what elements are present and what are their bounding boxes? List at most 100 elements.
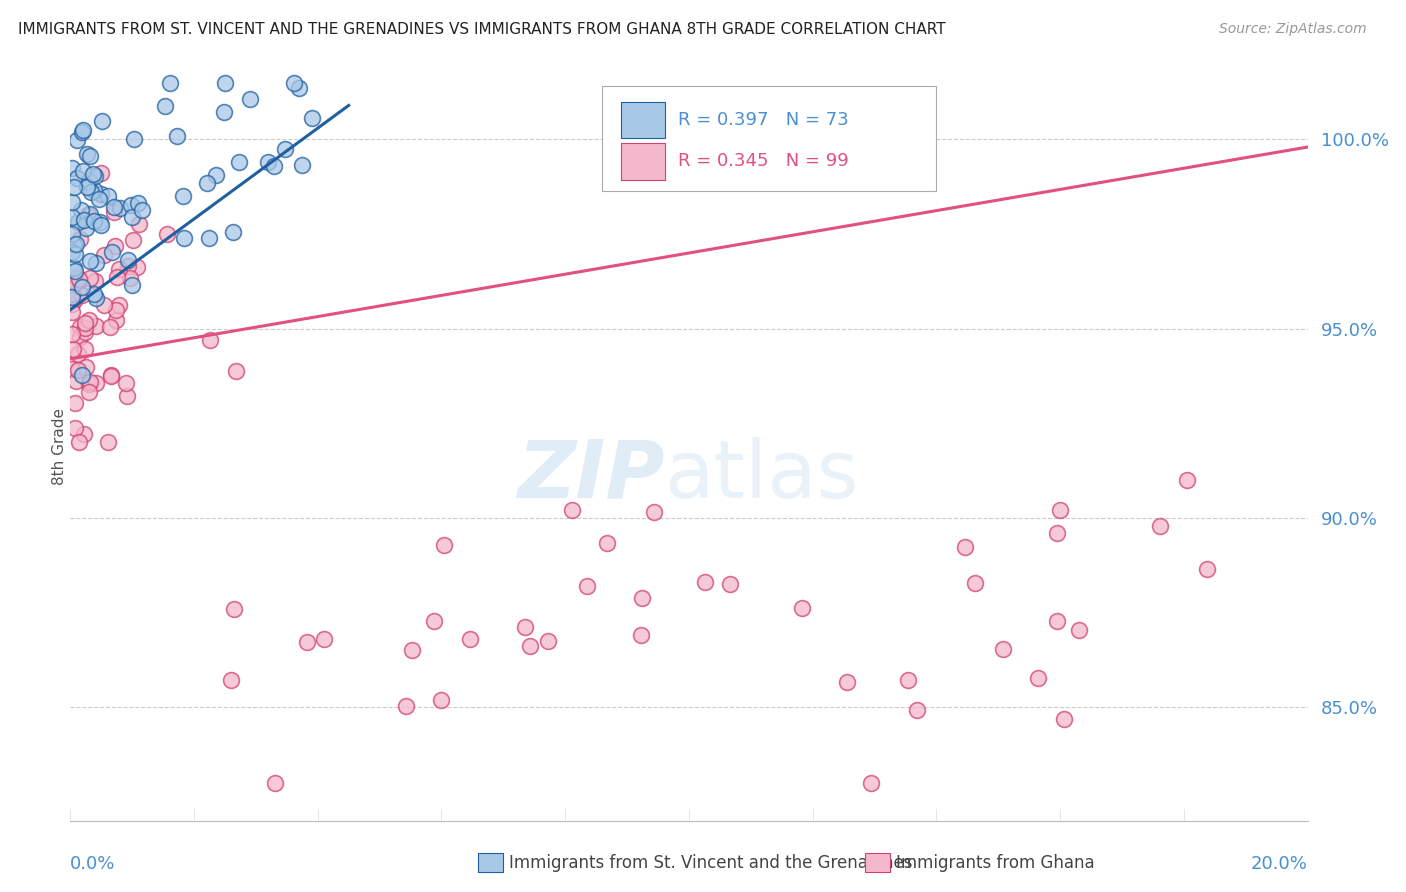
Point — [98, 320, 121, 334]
Point — [576, 579, 599, 593]
Point — [62, 238, 84, 252]
Point — [60, 326, 83, 341]
Point — [643, 505, 665, 519]
Point — [73, 427, 96, 442]
Point — [67, 273, 90, 287]
FancyBboxPatch shape — [621, 102, 665, 138]
Point — [166, 128, 188, 143]
Point — [73, 316, 96, 330]
Point — [953, 540, 976, 554]
Point — [214, 104, 236, 119]
Point — [430, 692, 453, 706]
Point — [792, 601, 814, 615]
Point — [312, 632, 335, 646]
Point — [63, 264, 86, 278]
Point — [60, 362, 83, 376]
Point — [97, 435, 120, 450]
Point — [75, 321, 97, 335]
Point — [222, 225, 245, 239]
Text: 20.0%: 20.0% — [1251, 855, 1308, 873]
Point — [205, 168, 228, 182]
Point — [63, 292, 86, 306]
Point — [301, 112, 323, 126]
Point — [84, 291, 107, 305]
Point — [83, 183, 105, 197]
Point — [513, 620, 536, 634]
Point — [67, 363, 90, 377]
Point — [76, 208, 98, 222]
Point — [72, 122, 94, 136]
Point — [62, 342, 84, 356]
Point — [1046, 526, 1069, 541]
Point — [239, 92, 262, 106]
FancyBboxPatch shape — [602, 87, 936, 191]
Point — [79, 375, 101, 389]
Point — [1026, 671, 1049, 685]
Point — [76, 179, 98, 194]
Point — [60, 227, 83, 242]
Point — [89, 166, 111, 180]
Point — [519, 639, 541, 653]
Point — [1053, 712, 1076, 726]
Point — [79, 206, 101, 220]
Point — [596, 535, 619, 549]
Point — [1195, 562, 1218, 576]
Point — [561, 503, 583, 517]
Point — [128, 217, 150, 231]
Point — [104, 238, 127, 252]
Point — [75, 360, 97, 375]
Point — [1149, 519, 1171, 533]
Point — [121, 278, 143, 293]
Point — [200, 333, 222, 347]
Point — [63, 179, 86, 194]
Point — [195, 177, 218, 191]
Point — [82, 168, 104, 182]
Point — [75, 220, 97, 235]
Point — [173, 231, 195, 245]
Point — [125, 260, 148, 275]
Point — [70, 368, 93, 382]
Point — [1067, 623, 1090, 637]
Point — [224, 602, 246, 616]
Text: R = 0.397   N = 73: R = 0.397 N = 73 — [678, 112, 849, 129]
Point — [93, 297, 115, 311]
Point — [263, 159, 285, 173]
Y-axis label: 8th Grade: 8th Grade — [52, 408, 66, 484]
Point — [79, 173, 101, 187]
Point — [70, 288, 93, 302]
Point — [1049, 503, 1071, 517]
Point — [91, 114, 114, 128]
Point — [108, 202, 131, 216]
Point — [837, 674, 859, 689]
Point — [90, 187, 112, 202]
Point — [122, 233, 145, 247]
Point — [537, 634, 560, 648]
Point — [67, 272, 90, 286]
Point — [70, 125, 93, 139]
Point — [905, 703, 928, 717]
Point — [108, 261, 131, 276]
Point — [172, 189, 194, 203]
Point — [401, 643, 423, 657]
Point — [225, 364, 247, 378]
Point — [79, 149, 101, 163]
Point — [458, 632, 481, 646]
Point — [859, 776, 882, 790]
Point — [90, 218, 112, 232]
Point — [295, 634, 318, 648]
Point — [117, 259, 139, 273]
Text: Immigrants from St. Vincent and the Grenadines: Immigrants from St. Vincent and the Gren… — [509, 854, 912, 871]
Point — [60, 296, 83, 310]
Point — [77, 385, 100, 400]
Point — [214, 76, 236, 90]
Point — [79, 271, 101, 285]
Point — [197, 231, 219, 245]
Text: ZIP: ZIP — [517, 437, 664, 515]
Text: IMMIGRANTS FROM ST. VINCENT AND THE GRENADINES VS IMMIGRANTS FROM GHANA 8TH GRAD: IMMIGRANTS FROM ST. VINCENT AND THE GREN… — [18, 22, 946, 37]
Point — [66, 133, 89, 147]
Point — [65, 375, 87, 389]
Point — [89, 214, 111, 228]
Point — [131, 202, 153, 217]
Point — [93, 248, 115, 262]
Point — [79, 254, 101, 268]
